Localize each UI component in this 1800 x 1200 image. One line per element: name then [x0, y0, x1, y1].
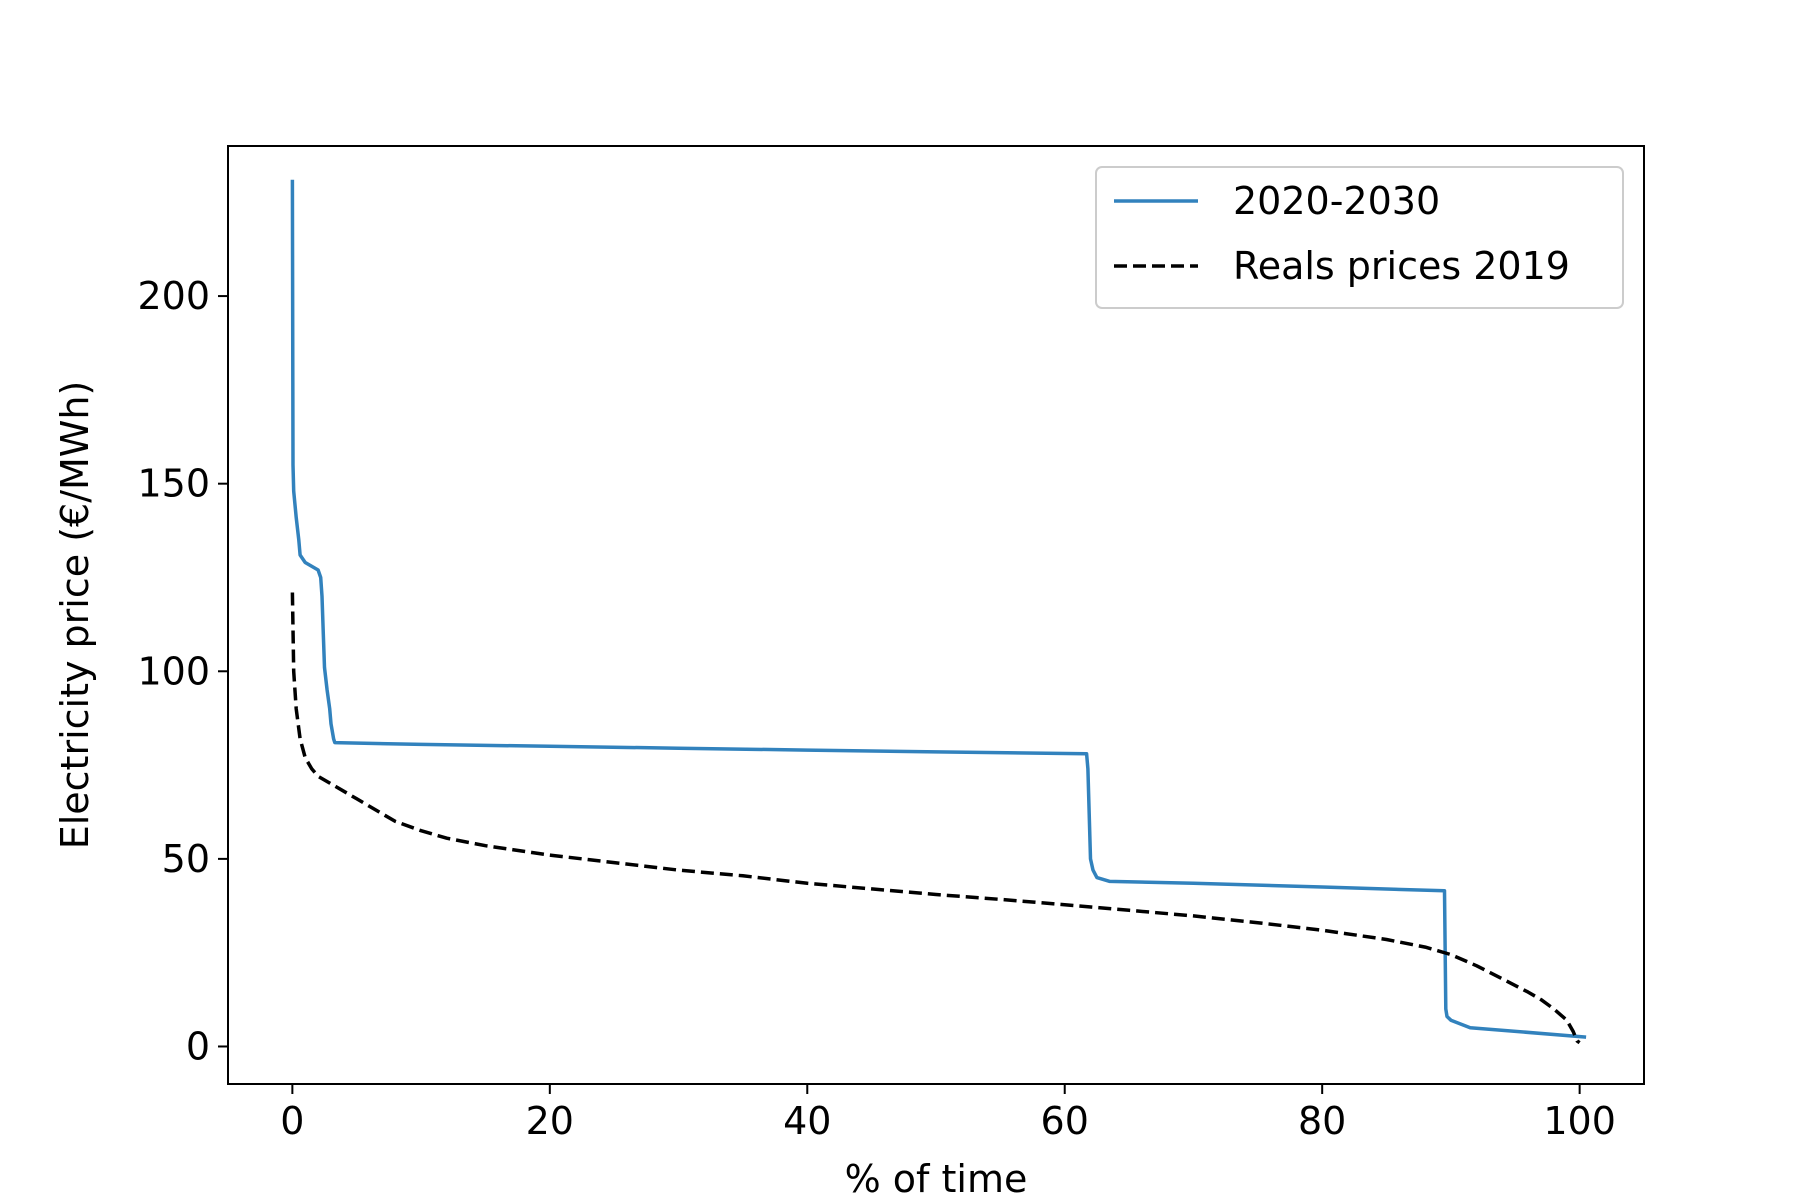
x-axis-ticks: 0 20 40 60 80 100 [280, 1084, 1616, 1143]
legend-box [1095, 166, 1624, 309]
y-tick-label: 150 [137, 462, 210, 506]
y-tick-label: 200 [137, 274, 210, 318]
plot-frame [227, 145, 1645, 1085]
plot-area [227, 145, 1645, 1085]
legend: 2020-2030 Reals prices 2019 [1095, 166, 1624, 309]
series-line-reals-prices-2019 [290, 592, 1581, 1045]
series-layer [290, 179, 1587, 1045]
y-axis-label: Electricity price (€/MWh) [53, 381, 97, 850]
x-tick-label: 80 [1298, 1099, 1346, 1143]
legend-label-2020-2030: 2020-2030 [1233, 179, 1440, 223]
y-tick-label: 0 [186, 1024, 210, 1068]
x-tick-label: 0 [280, 1099, 304, 1143]
y-tick-label: 50 [162, 837, 210, 881]
x-tick-label: 20 [526, 1099, 574, 1143]
y-tick-label: 100 [137, 649, 210, 693]
series-line-2020-2030 [290, 179, 1587, 1039]
x-tick-label: 60 [1041, 1099, 1089, 1143]
x-axis-label: % of time [845, 1157, 1028, 1200]
x-tick-label: 40 [783, 1099, 831, 1143]
x-tick-label: 100 [1543, 1099, 1616, 1143]
legend-label-reals-prices-2019: Reals prices 2019 [1233, 244, 1570, 288]
y-axis-ticks: 0 50 100 150 200 [137, 274, 228, 1068]
